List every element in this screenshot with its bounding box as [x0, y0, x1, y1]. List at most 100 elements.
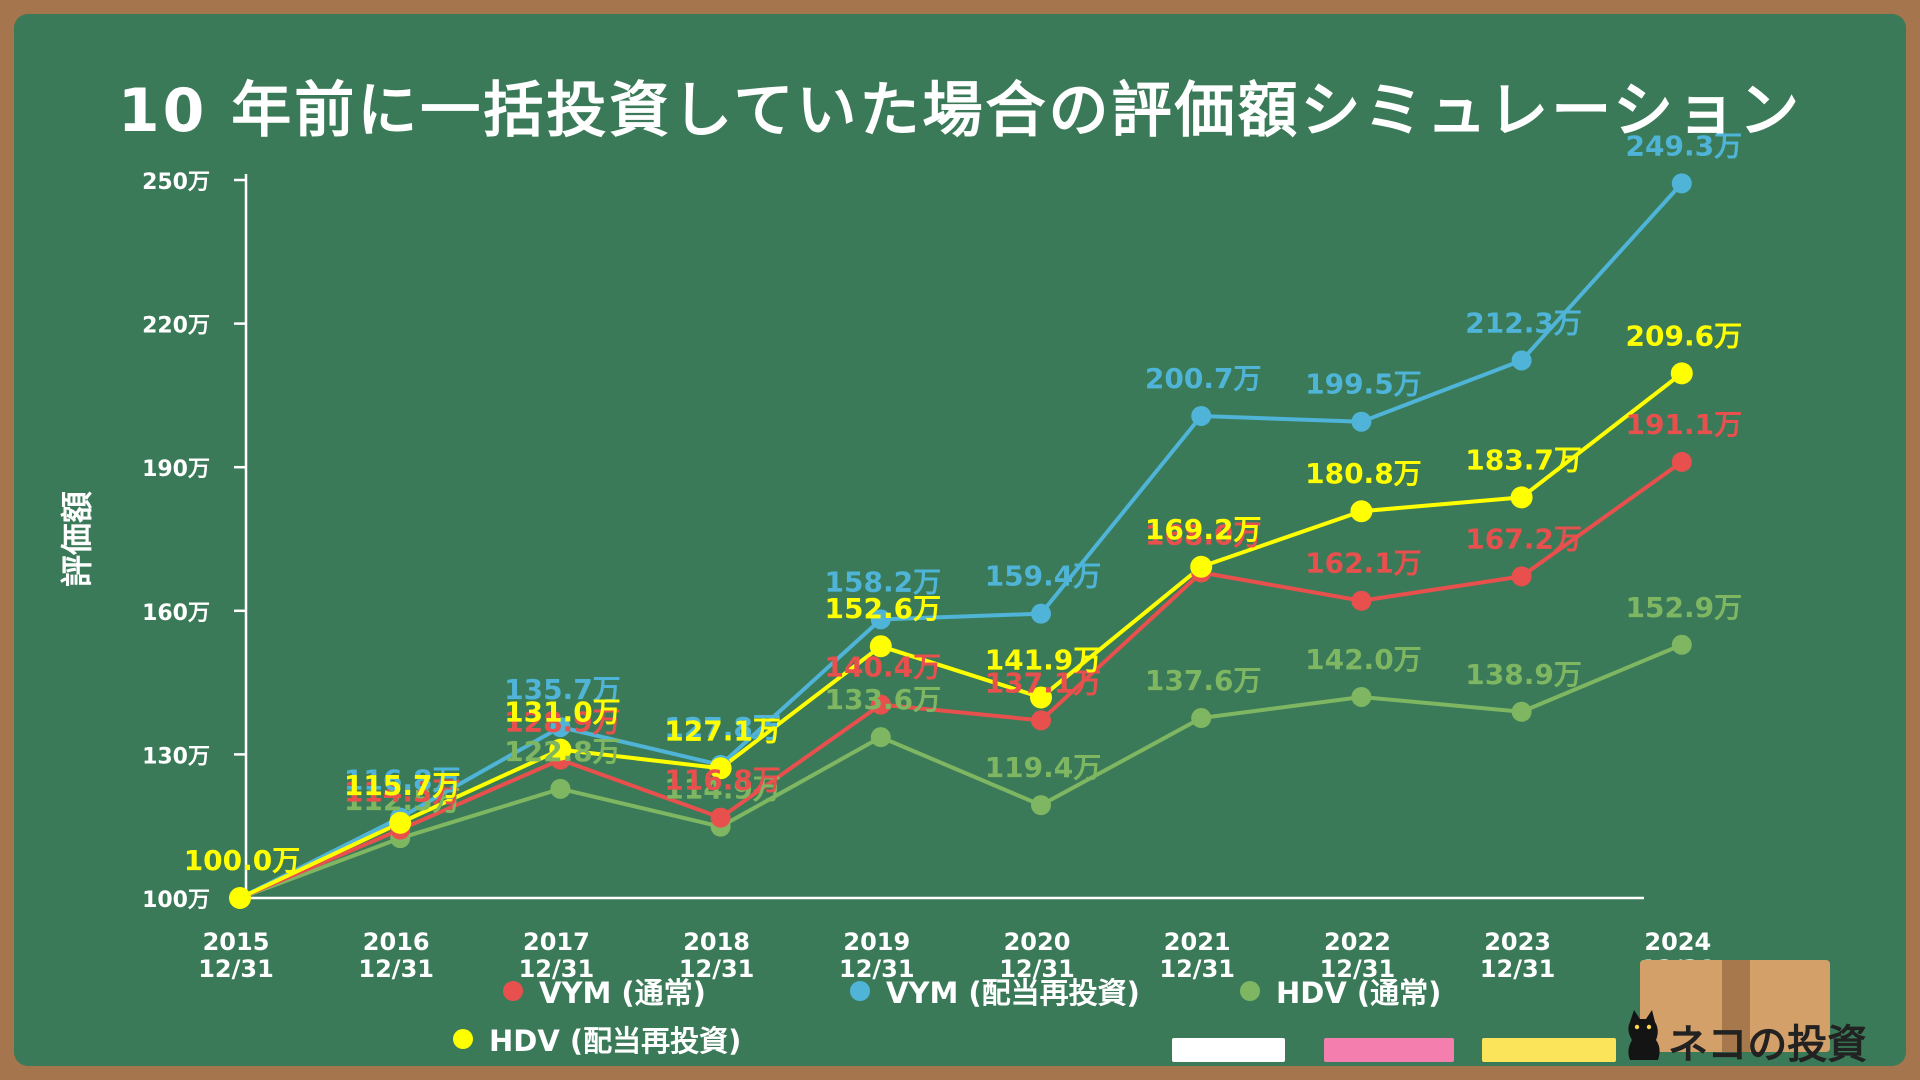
data-label: 114.9万: [664, 773, 781, 806]
data-label: 135.7万: [504, 673, 621, 706]
chart-title: 10 年前に一括投資していた場合の評価額シミュレーション: [117, 76, 1803, 146]
data-label: 141.9万: [985, 643, 1102, 676]
series-line-0: [239, 460, 1683, 900]
data-point: [1031, 795, 1051, 816]
data-point: [550, 778, 571, 799]
data-label: 209.6万: [1626, 319, 1743, 352]
logo-text: ネコの投資: [1668, 1022, 1868, 1068]
legend-marker: [503, 981, 523, 1001]
legend-marker: [1240, 981, 1260, 1001]
data-point: [1351, 411, 1372, 432]
data-label: 159.4万: [985, 560, 1102, 593]
data-point: [1511, 350, 1532, 371]
data-label: 212.3万: [1465, 306, 1582, 339]
data-label: 119.4万: [985, 751, 1102, 784]
data-point: [389, 811, 412, 834]
data-label: 249.3万: [1626, 129, 1743, 162]
data-point: [1350, 500, 1373, 523]
y-tick-label: 250万: [142, 170, 210, 195]
yellow-chalk: [1482, 1038, 1616, 1062]
data-label: 131.0万: [504, 696, 621, 729]
data-point: [1030, 686, 1052, 709]
data-point: [550, 717, 571, 738]
data-label: 168.0万: [1145, 519, 1262, 552]
data-label: 137.6万: [1145, 664, 1262, 697]
data-label: 199.5万: [1305, 368, 1422, 401]
cat-icon: [1628, 1010, 1660, 1060]
data-label: 128.9万: [504, 706, 621, 739]
legend-item-hdv: HDV (通常): [1240, 970, 1441, 1012]
data-label: 162.1万: [1305, 547, 1422, 580]
y-tick-label: 220万: [142, 314, 210, 339]
y-tick-label: 130万: [142, 744, 210, 769]
data-point: [1670, 362, 1693, 385]
data-point: [1191, 405, 1212, 426]
data-label: 142.0万: [1305, 643, 1422, 676]
data-label: 152.6万: [825, 592, 942, 625]
data-point: [1190, 555, 1213, 578]
data-point: [870, 694, 891, 715]
x-tick-label: 2018 12/31: [679, 928, 755, 983]
data-label: 116.8万: [664, 764, 781, 797]
legend-label: HDV (配当再投資): [489, 1024, 742, 1058]
data-point: [229, 887, 251, 909]
data-label: 116.8万: [344, 764, 461, 797]
data-point: [1510, 486, 1533, 509]
y-tick-label: 100万: [142, 888, 210, 913]
legend-marker: [453, 1029, 473, 1049]
legend-label: VYM (配当再投資): [886, 976, 1140, 1010]
data-point: [869, 635, 892, 658]
data-point: [710, 807, 731, 828]
data-label: 191.1万: [1626, 408, 1743, 441]
data-point: [1511, 701, 1532, 722]
data-point: [549, 738, 572, 761]
data-label: 200.7万: [1145, 362, 1262, 395]
data-point: [1351, 686, 1372, 707]
data-point: [1671, 173, 1692, 194]
data-label: 183.7万: [1465, 443, 1582, 476]
data-label: 100.0万: [184, 844, 301, 877]
data-label: 140.4万: [825, 651, 942, 684]
legend-item-hdv-reinvest: HDV (配当再投資): [453, 1018, 741, 1060]
data-point: [1191, 708, 1212, 729]
data-point: [1031, 603, 1051, 624]
data-label: 115.7万: [344, 769, 461, 802]
data-point: [1031, 710, 1051, 731]
legend-label: VYM (通常): [539, 976, 706, 1010]
data-point: [1351, 590, 1372, 611]
data-label: 127.8万: [664, 711, 781, 744]
x-tick-label: 2020 12/31: [999, 928, 1075, 983]
x-tick-label: 2023 12/31: [1480, 928, 1556, 983]
data-label: 158.2万: [825, 565, 942, 598]
logo-box: ネコの投資: [1640, 960, 1867, 1068]
data-label: 127.1万: [664, 714, 781, 747]
legend-item-vym: VYM (通常): [503, 970, 706, 1012]
x-tick-label: 2015 12/31: [198, 928, 274, 983]
legend-label: HDV (通常): [1276, 976, 1442, 1010]
series-line-3: [239, 371, 1684, 900]
x-tick-label: 2021 12/31: [1159, 928, 1235, 983]
pink-chalk: [1324, 1038, 1454, 1062]
data-label: 133.6万: [825, 683, 942, 716]
box-strap: [1722, 960, 1750, 1052]
x-tick-label: 2016 12/31: [358, 928, 434, 983]
data-label: 114.3万: [344, 776, 461, 809]
y-tick-label: 160万: [142, 601, 210, 626]
data-label: 180.8万: [1305, 457, 1422, 490]
data-point: [1671, 451, 1692, 472]
data-point: [870, 609, 891, 630]
data-label: 138.9万: [1465, 658, 1582, 691]
data-label: 152.9万: [1626, 591, 1743, 624]
data-point: [870, 727, 891, 748]
data-label: 167.2万: [1465, 522, 1582, 555]
data-label: 122.8万: [504, 735, 621, 768]
series-line-1: [239, 182, 1684, 900]
data-label: 169.2万: [1145, 513, 1262, 546]
y-tick-label: 190万: [142, 457, 210, 482]
x-tick-label: 2019 12/31: [839, 928, 915, 983]
y-axis-title: 評価額: [58, 491, 96, 587]
legend-item-vym-reinvest: VYM (配当再投資): [850, 970, 1140, 1012]
x-tick-label: 2017 12/31: [519, 928, 595, 983]
x-tick-label: 2022 12/31: [1320, 928, 1396, 983]
